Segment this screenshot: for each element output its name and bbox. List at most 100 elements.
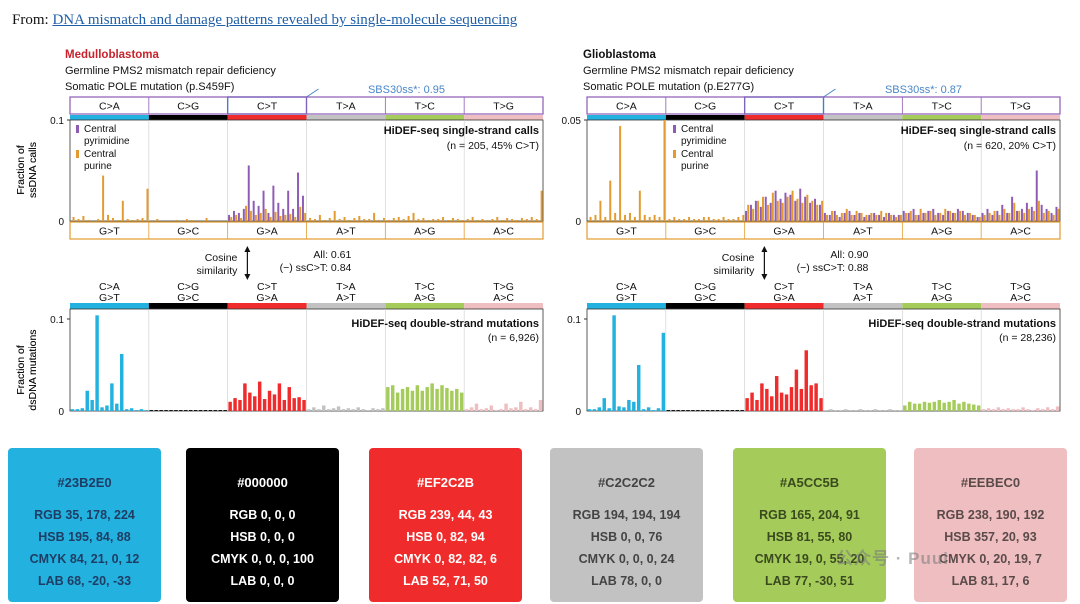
ss-bar-purine: [624, 214, 627, 221]
ss-bar-purine: [422, 217, 425, 221]
ss-bar-pyrimidine: [897, 214, 900, 221]
ds-bar: [124, 409, 129, 411]
ss-bar-purine: [491, 218, 494, 221]
ss-bar-purine: [107, 214, 110, 221]
ds-bar: [346, 408, 351, 411]
ss-bar-purine: [949, 210, 952, 221]
ds-bar: [519, 401, 523, 411]
ds-ytick: 0: [58, 407, 64, 418]
ds-color-strip: [70, 303, 149, 309]
ss-bar-purine: [904, 212, 907, 221]
swatch-hex: #EF2C2B: [416, 475, 475, 490]
ss-bar-pyrimidine: [228, 214, 231, 221]
ss-bar-purine: [1057, 208, 1060, 221]
ds-bar: [967, 403, 971, 411]
ss-bar-purine: [762, 196, 764, 221]
cosine-all: All: 0.61: [313, 249, 351, 261]
ss-bar-purine: [786, 196, 789, 221]
swatch-cmyk: CMYK 0, 20, 19, 7: [939, 552, 1042, 566]
legend-pyrimidine-label: Central: [84, 124, 116, 135]
ss-bar-purine: [771, 192, 774, 221]
swatch-hsb: HSB 195, 84, 88: [38, 530, 131, 544]
ss-bar-purine: [442, 216, 445, 221]
swatch-rgb: RGB 238, 190, 192: [936, 508, 1045, 522]
ss-bar-purine: [727, 218, 730, 221]
ss-bar-purine: [102, 175, 105, 221]
ds-color-strip: [306, 303, 386, 309]
ds-bar: [765, 388, 769, 411]
ss-ytick: 0.1: [50, 116, 64, 127]
ds-bar: [405, 387, 410, 411]
ss-bar-pyrimidine: [937, 212, 940, 221]
ss-bar-purine: [506, 217, 509, 221]
ss-top-label: C>A: [616, 101, 637, 113]
ss-bar-purine: [131, 219, 134, 221]
ss-bar-purine: [254, 214, 257, 221]
ss-bar-pyrimidine: [745, 210, 748, 221]
ss-bar-pyrimidine: [927, 210, 930, 221]
ds-bar: [80, 408, 85, 411]
ss-bar-pyrimidine: [257, 205, 260, 221]
ss-bar-pyrimidine: [1006, 212, 1009, 221]
ss-bar-purine: [781, 202, 784, 221]
ds-bar: [824, 410, 828, 411]
ss-bar-pyrimidine: [282, 208, 285, 221]
ss-ylabel: ssDNA calls: [27, 142, 39, 198]
ss-bar-pyrimidine: [267, 212, 270, 221]
ds-color-strip: [464, 303, 543, 309]
ss-color-strip: [227, 115, 307, 120]
ds-bar: [671, 410, 675, 411]
ds-bar: [725, 410, 730, 411]
ds-bar: [681, 410, 685, 411]
ds-bar: [223, 410, 227, 411]
ds-bar: [154, 410, 158, 411]
ss-bar-purine: [821, 200, 824, 221]
ds-bar: [410, 390, 415, 411]
ds-bar: [1011, 409, 1015, 411]
sbs-leader-line: [306, 88, 319, 98]
ds-bar: [464, 409, 469, 411]
swatch-hex: #C2C2C2: [597, 475, 656, 490]
ds-bar: [351, 409, 356, 411]
ds-bar: [804, 350, 808, 411]
ds-bar: [489, 405, 493, 411]
ss-top-label: T>G: [493, 101, 514, 113]
ds-bar: [435, 388, 439, 411]
ss-bar-purine: [653, 214, 656, 221]
ds-bar: [144, 410, 149, 411]
ds-label-bottom: A>G: [414, 292, 435, 304]
ds-bar: [420, 390, 425, 411]
ss-bar-purine: [486, 219, 489, 221]
legend-pyrimidine-label: Central: [681, 124, 713, 135]
ds-bar: [858, 409, 863, 411]
ds-bar: [193, 410, 198, 411]
ds-bar: [233, 398, 237, 411]
ss-bar-purine: [678, 218, 681, 221]
article-link[interactable]: DNA mismatch and damage patterns reveale…: [52, 12, 518, 28]
ss-bar-purine: [382, 217, 385, 221]
ds-bar: [947, 401, 951, 411]
ss-bar-pyrimidine: [971, 214, 974, 221]
ds-bar: [912, 403, 917, 411]
ss-bar-pyrimidine: [917, 214, 920, 221]
ss-bar-purine: [811, 200, 814, 221]
ss-bar-purine: [988, 212, 991, 221]
ds-bar: [814, 383, 818, 411]
sbs-score: SBS30ss*: 0.87: [885, 84, 962, 96]
ss-bar-pyrimidine: [1001, 204, 1004, 221]
color-swatch: #23B2E0 RGB 35, 178, 224 HSB 195, 84, 88 CM…: [8, 448, 161, 602]
ds-bar: [607, 408, 611, 411]
ss-bar-pyrimidine: [878, 214, 881, 221]
ds-bar: [789, 387, 794, 411]
ds-bar: [878, 410, 882, 411]
ds-bar: [361, 409, 365, 411]
ds-ytick: 0: [575, 407, 581, 418]
ds-color-strip: [744, 303, 824, 309]
ss-bar-purine: [1013, 202, 1016, 221]
ds-bar: [656, 408, 661, 411]
ds-color-strip: [823, 303, 903, 309]
ds-bar: [272, 394, 277, 411]
ds-bar: [312, 407, 316, 411]
ss-bar-purine: [766, 204, 769, 221]
ds-bar: [395, 392, 400, 411]
